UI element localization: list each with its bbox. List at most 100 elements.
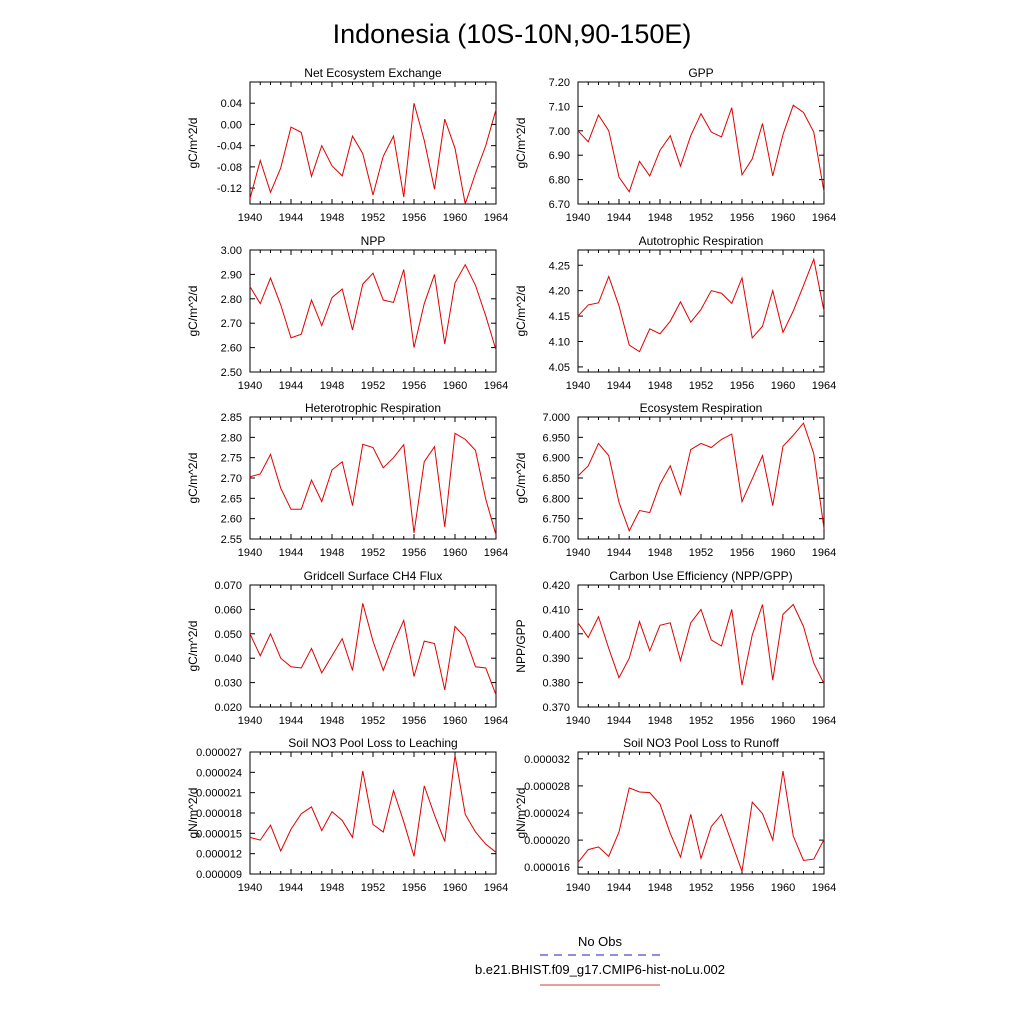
chart-6-xtick-label: 1944 [607,547,631,559]
chart-9-xtick-label: 1948 [320,882,344,894]
chart-7-xtick-label: 1960 [443,715,467,727]
chart-5-xtick-label: 1952 [361,547,385,559]
chart-4-xtick-label: 1964 [812,380,836,392]
chart-8-title: Carbon Use Efficiency (NPP/GPP) [609,569,792,583]
chart-1-ylabel: gC/m^2/d [186,118,200,169]
chart-4-ytick-label: 4.15 [549,311,570,323]
chart-10-ylabel: gN/m^2/d [514,788,528,839]
chart-6-ytick-label: 6.900 [542,453,570,465]
chart-1-ytick-label: -0.04 [217,141,242,153]
chart-3-ytick-label: 3.00 [221,245,242,257]
chart-2-ylabel: gC/m^2/d [514,118,528,169]
chart-10-ytick-label: 0.000016 [524,862,570,874]
chart-4: Autotrophic Respiration gC/m^2/d 1940 1944 1… [514,234,836,392]
chart-9-xtick-label: 1960 [443,882,467,894]
chart-1-ytick-label: 0.00 [221,119,242,131]
chart-3-ytick-label: 2.50 [221,367,242,379]
chart-6: Ecosystem Respiration gC/m^2/d 1940 1944 194… [514,401,836,559]
chart-5-series-line [249,432,497,536]
chart-9-xtick-label: 1940 [238,882,262,894]
chart-3-ytick-label: 2.80 [221,294,242,306]
chart-9-xtick-label: 1952 [361,882,385,894]
chart-1: Net Ecosystem Exchange gC/m^2/d 1940 1944 19… [186,66,508,224]
chart-2-title: GPP [688,66,713,80]
chart-2-xtick-label: 1964 [812,212,836,224]
chart-3-xtick-label: 1944 [279,380,303,392]
chart-2-xtick-label: 1960 [771,212,795,224]
chart-4-frame [577,249,825,373]
chart-10-ytick-label: 0.000024 [524,808,570,820]
chart-6-ytick-label: 6.850 [542,473,570,485]
chart-4-xtick-label: 1952 [689,380,713,392]
chart-1-title: Net Ecosystem Exchange [304,66,442,80]
chart-10-ytick-label: 0.000020 [524,835,570,847]
chart-2: GPP gC/m^2/d 1940 1944 1948 1952 1956 1960 1964 6… [514,66,836,224]
chart-9-frame [249,751,497,875]
chart-3-ytick-label: 2.60 [221,343,242,355]
chart-3-xtick-label: 1960 [443,380,467,392]
chart-2-xtick-label: 1940 [566,212,590,224]
chart-1-series-line [249,103,497,205]
chart-8-ytick-label: 0.410 [542,604,570,616]
chart-4-ytick-label: 4.05 [549,362,570,374]
panels: Net Ecosystem Exchange gC/m^2/d 1940 1944 19… [186,66,836,894]
chart-2-ytick-label: 6.90 [549,150,570,162]
chart-5-ytick-label: 2.75 [221,453,242,465]
chart-8-xtick-label: 1964 [812,715,836,727]
chart-5-xtick-label: 1956 [402,547,426,559]
chart-5: Heterotrophic Respiration gC/m^2/d 1940 194… [186,401,508,559]
chart-9-ytick-label: 0.000018 [196,808,242,820]
chart-6-ytick-label: 6.750 [542,514,570,526]
chart-8-ytick-label: 0.370 [542,702,570,714]
chart-8-xtick-label: 1960 [771,715,795,727]
chart-5-ytick-label: 2.80 [221,432,242,444]
chart-6-title: Ecosystem Respiration [640,401,763,415]
chart-9-ytick-label: 0.000009 [196,869,242,881]
chart-8-ytick-label: 0.400 [542,629,570,641]
chart-10-frame [577,751,825,875]
chart-7-ytick-label: 0.030 [214,678,242,690]
legend-label-no-obs: No Obs [578,934,623,949]
chart-9-xtick-label: 1956 [402,882,426,894]
chart-5-xtick-label: 1960 [443,547,467,559]
chart-8-ytick-label: 0.390 [542,653,570,665]
chart-2-ytick-label: 6.80 [549,175,570,187]
chart-9-series-line [249,755,497,857]
chart-7-ytick-label: 0.040 [214,653,242,665]
chart-2-ytick-label: 7.10 [549,101,570,113]
chart-6-ytick-label: 7.000 [542,412,570,424]
chart-9-ytick-label: 0.000012 [196,849,242,861]
chart-9-xtick-label: 1944 [279,882,303,894]
chart-2-xtick-label: 1956 [730,212,754,224]
chart-7-ytick-label: 0.070 [214,580,242,592]
chart-3-frame [249,249,497,373]
legend: No Obs b.e21.BHIST.f09_g17.CMIP6-hist-no… [475,934,725,986]
chart-7-xtick-label: 1940 [238,715,262,727]
chart-9-ylabel: gN/m^2/d [186,788,200,839]
chart-4-series-line [577,257,825,353]
chart-6-ytick-label: 6.800 [542,493,570,505]
chart-10-xtick-label: 1944 [607,882,631,894]
chart-4-title: Autotrophic Respiration [639,234,764,248]
chart-9-ytick-label: 0.000015 [196,828,242,840]
chart-10-xtick-label: 1952 [689,882,713,894]
chart-3-xtick-label: 1948 [320,380,344,392]
chart-3: NPP gC/m^2/d 1940 1944 1948 1952 1956 1960 1964 2… [186,234,508,392]
chart-10-xtick-label: 1964 [812,882,836,894]
chart-8-series-line [577,603,825,686]
chart-5-xtick-label: 1964 [484,547,508,559]
chart-9-ytick-label: 0.000024 [196,767,242,779]
chart-5-ytick-label: 2.85 [221,412,242,424]
chart-6-ylabel: gC/m^2/d [514,453,528,504]
chart-6-frame [577,416,825,540]
chart-1-xtick-label: 1964 [484,212,508,224]
chart-5-xtick-label: 1948 [320,547,344,559]
chart-8-ytick-label: 0.380 [542,678,570,690]
chart-8-xtick-label: 1956 [730,715,754,727]
chart-1-xtick-label: 1952 [361,212,385,224]
chart-4-ytick-label: 4.25 [549,260,570,272]
chart-6-xtick-label: 1956 [730,547,754,559]
chart-7: Gridcell Surface CH4 Flux gC/m^2/d 1940 194… [186,569,508,727]
chart-10-ytick-label: 0.000032 [524,754,570,766]
